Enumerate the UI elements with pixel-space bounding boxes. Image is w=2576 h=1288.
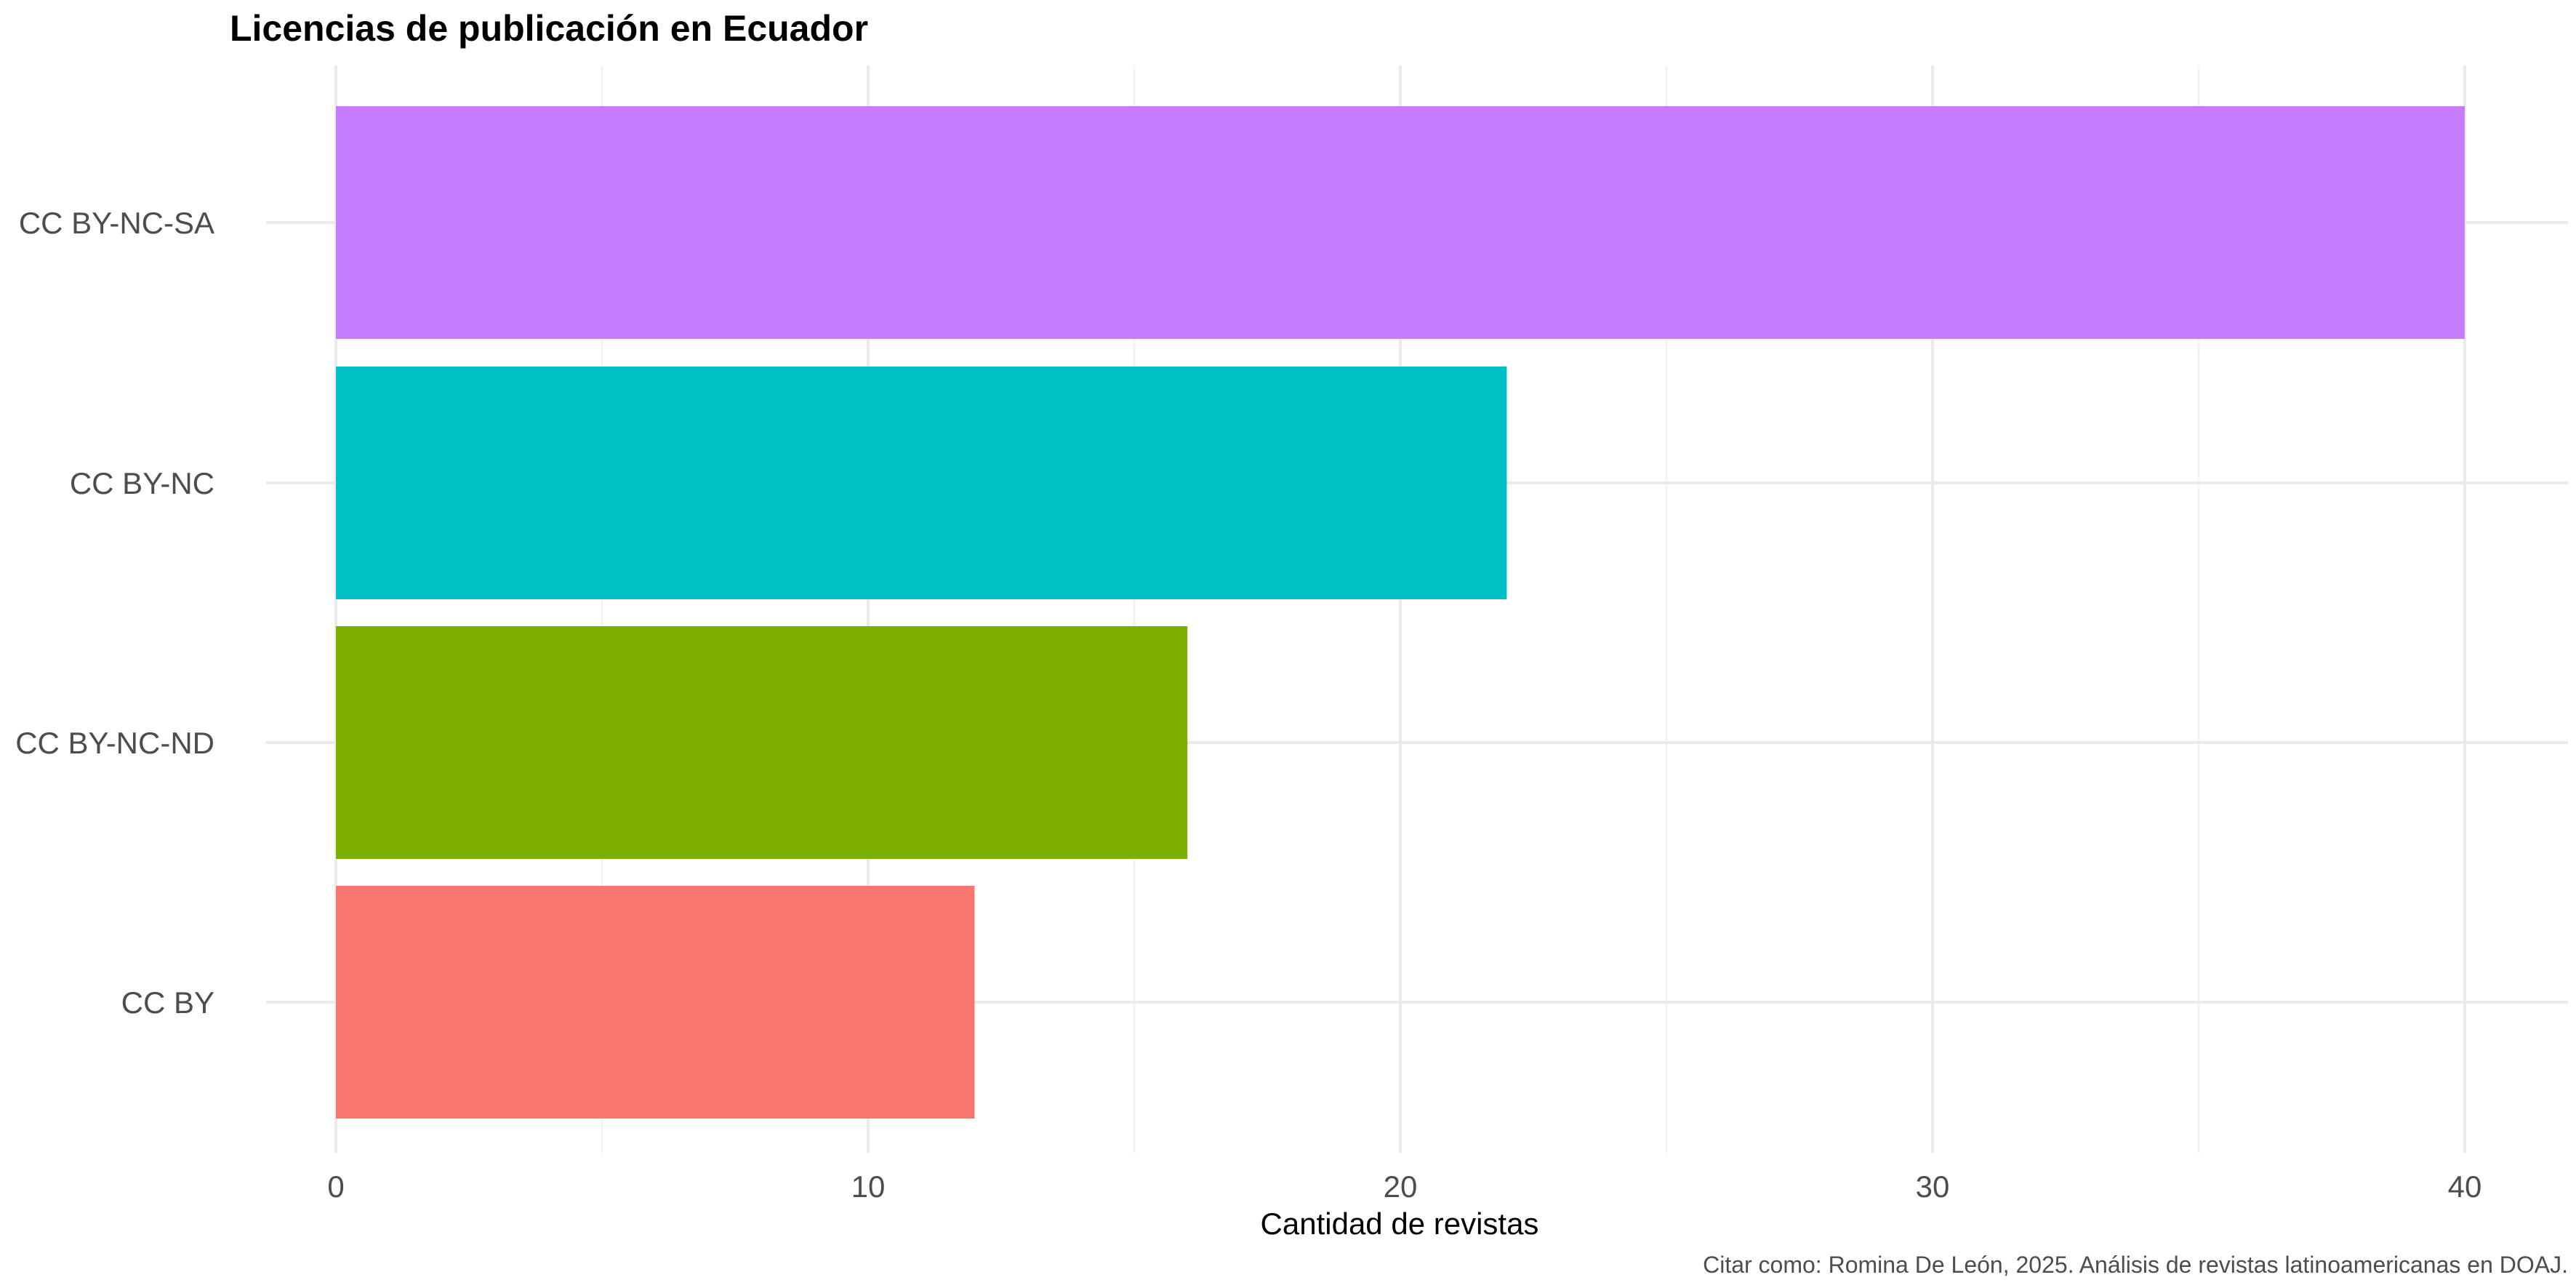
bars — [336, 106, 2465, 1119]
chart-caption: Citar como: Romina De León, 2025. Anális… — [1703, 1252, 2568, 1278]
y-tick-label: CC BY — [121, 985, 214, 1020]
x-tick-label: 40 — [2448, 1169, 2482, 1204]
x-tick-label: 20 — [1384, 1169, 1418, 1204]
y-tick-label: CC BY-NC-ND — [15, 726, 214, 760]
y-tick-label: CC BY-NC — [70, 466, 214, 500]
bar-cc-by-nc — [336, 367, 1507, 599]
y-tick-label: CC BY-NC-SA — [19, 206, 214, 240]
x-tick-label: 30 — [1916, 1169, 1950, 1204]
x-axis-title: Cantidad de revistas — [1261, 1207, 1539, 1241]
bar-cc-by — [336, 886, 975, 1119]
bar-cc-by-nc-sa — [336, 106, 2465, 339]
bar-cc-by-nc-nd — [336, 626, 1188, 859]
chart-title: Licencias de publicación en Ecuador — [230, 8, 868, 49]
axis-labels: CC BY CC BY-NC-ND CC BY-NC CC BY-NC-SA 0 10 20… — [15, 206, 2481, 1204]
x-tick-label: 0 — [327, 1169, 344, 1204]
x-tick-label: 10 — [851, 1169, 886, 1204]
